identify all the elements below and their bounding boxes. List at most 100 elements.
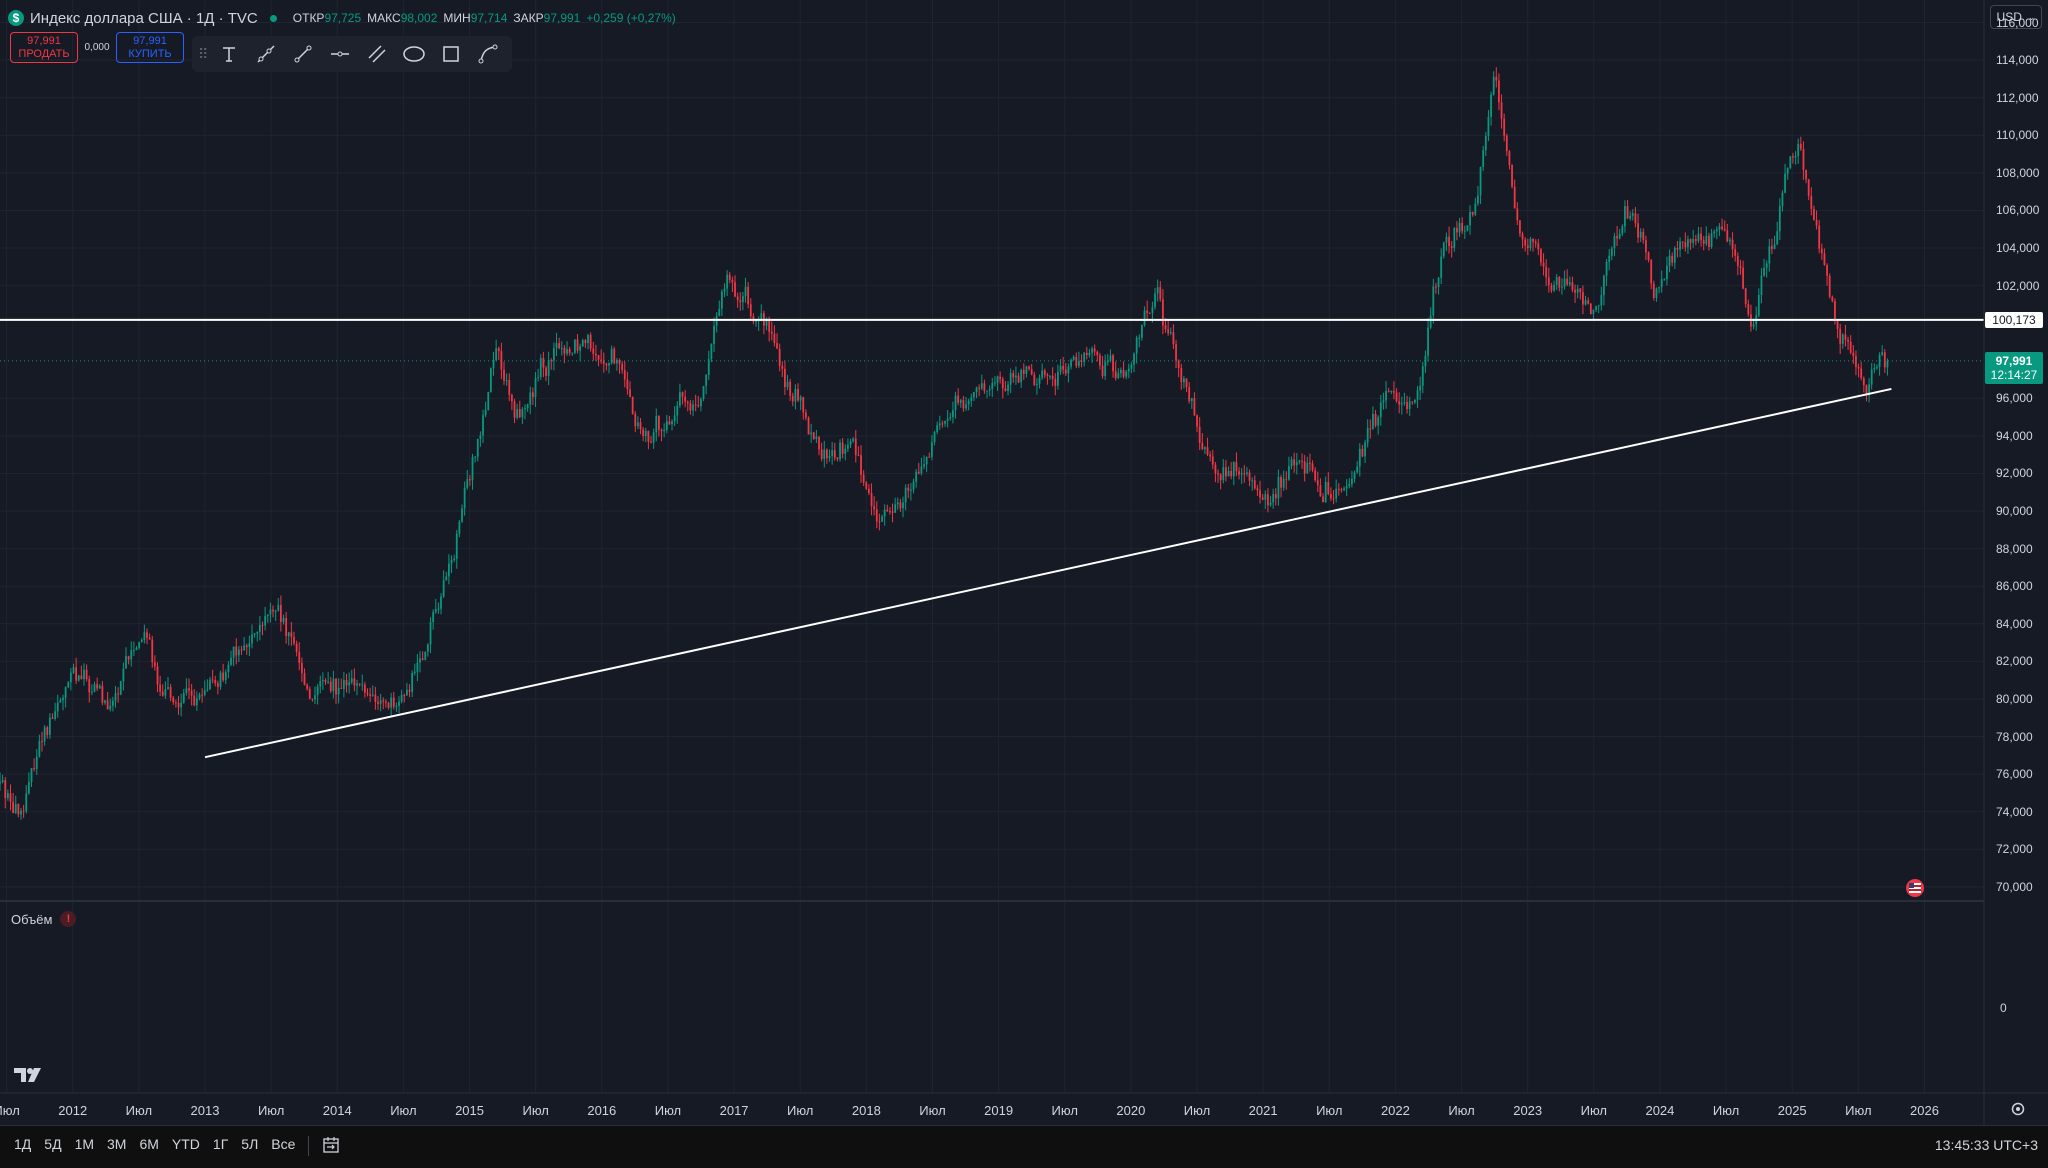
candle-body	[1043, 370, 1046, 375]
candle-body	[983, 383, 986, 391]
candle-body	[1256, 488, 1259, 491]
candle-body	[1629, 215, 1632, 219]
candle-body	[1744, 288, 1747, 305]
horizontal-ray-icon[interactable]	[324, 40, 356, 68]
time-tick-label: Июл	[257, 1103, 285, 1118]
price-tick-label: 94,000	[1996, 428, 2033, 443]
candle-body	[721, 291, 723, 309]
range-5d[interactable]: 5Д	[44, 1136, 62, 1152]
candle-body	[1314, 470, 1317, 481]
candle-body	[1813, 208, 1815, 221]
candle-body	[1337, 488, 1340, 490]
candle-body	[1878, 354, 1881, 368]
text-icon[interactable]	[213, 40, 245, 68]
candle-body	[405, 689, 408, 696]
candle-body	[256, 632, 259, 634]
candle-body	[1870, 369, 1873, 385]
candle-body	[936, 425, 939, 432]
candle-body	[1353, 472, 1356, 479]
range-6m[interactable]: 6М	[139, 1136, 159, 1152]
candle-body	[959, 400, 962, 403]
candle-body	[180, 702, 183, 708]
price-tick-label: 80,000	[1996, 691, 2033, 706]
settings-gear-icon[interactable]	[2010, 1101, 2026, 1117]
candle-body	[1277, 476, 1280, 499]
candle-body	[833, 450, 836, 458]
candle-body	[734, 282, 736, 297]
symbol-title[interactable]: Индекс доллара США · 1Д · TVC	[30, 9, 258, 27]
candle-body	[781, 365, 784, 369]
clock-timezone[interactable]: 13:45:33 UTC+3	[1934, 1137, 2038, 1153]
time-tick-label: Июл	[390, 1103, 417, 1118]
buy-button[interactable]: 97,991 КУПИТЬ	[116, 32, 184, 63]
rectangle-icon[interactable]	[435, 40, 467, 68]
warning-icon[interactable]: !	[60, 911, 77, 927]
path-icon[interactable]	[472, 40, 504, 68]
candle-body	[182, 693, 185, 703]
us-flag-event-icon[interactable]	[1906, 879, 1924, 897]
candle-body	[1088, 352, 1091, 356]
candle-body	[1424, 355, 1427, 367]
range-1m[interactable]: 1М	[74, 1136, 95, 1152]
range-5y[interactable]: 5Л	[241, 1136, 259, 1152]
range-1y[interactable]: 1Г	[212, 1136, 229, 1152]
tradingview-logo-icon[interactable]	[14, 1066, 46, 1084]
sell-button[interactable]: 97,991 ПРОДАТЬ	[10, 32, 78, 63]
time-tick-label: 2017	[719, 1103, 749, 1118]
candle-body	[1731, 239, 1734, 250]
price-tick-label: 88,000	[1996, 541, 2033, 556]
calendar-goto-icon[interactable]	[322, 1136, 340, 1156]
candle-body	[1694, 239, 1697, 241]
time-tick-label: Июл	[0, 1103, 20, 1118]
candle-body	[203, 690, 206, 695]
trend-line-icon[interactable]	[287, 40, 319, 68]
candle-body	[369, 694, 372, 696]
range-1d[interactable]: 1Д	[14, 1136, 32, 1152]
candle-body	[1789, 156, 1792, 169]
candle-body	[1327, 481, 1330, 495]
candle-body	[1167, 329, 1170, 334]
candle-body	[1141, 325, 1143, 338]
candle-body	[818, 436, 820, 450]
candle-body	[870, 493, 873, 507]
candle-body	[1582, 291, 1584, 305]
candle-body	[185, 688, 188, 694]
candle-body	[844, 448, 847, 454]
range-3m[interactable]: 3М	[107, 1136, 127, 1152]
open-label: ОТКР	[292, 11, 325, 25]
candle-body	[689, 403, 692, 411]
candle-body	[153, 662, 156, 667]
candle-body	[1868, 384, 1870, 396]
candle-body	[1526, 245, 1529, 249]
range-buttons: 1Д 5Д 1М 3М 6М YTD 1Г 5Л Все	[14, 1136, 340, 1156]
channel-icon[interactable]	[361, 40, 393, 68]
drawing-toolbar: ⠿	[192, 36, 512, 72]
ellipse-icon[interactable]	[398, 40, 430, 68]
candle-body	[400, 695, 403, 702]
candle-body	[1537, 243, 1540, 250]
candle-body	[878, 521, 881, 523]
candle-body	[1017, 375, 1020, 383]
candle-body	[1802, 149, 1805, 170]
currency-select[interactable]: USD ⌄	[1990, 5, 2042, 29]
candle-body	[1642, 231, 1645, 241]
ray-icon[interactable]	[250, 40, 282, 68]
candle-body	[1096, 351, 1099, 356]
candle-body	[1595, 306, 1597, 310]
drag-handle-icon[interactable]: ⠿	[198, 45, 209, 62]
candle-body	[1248, 472, 1251, 481]
candle-body	[403, 695, 406, 697]
range-ytd[interactable]: YTD	[171, 1136, 200, 1152]
range-all[interactable]: Все	[271, 1136, 296, 1152]
candle-body	[552, 348, 555, 361]
candle-body	[340, 687, 343, 689]
candle-body	[686, 401, 689, 404]
candle-body	[668, 421, 671, 425]
chevron-down-icon: ⌄	[2027, 11, 2036, 22]
candle-body	[41, 741, 43, 743]
candle-body	[1067, 366, 1070, 374]
volume-label[interactable]: Объём	[11, 911, 53, 927]
candle-body	[736, 296, 739, 301]
candle-body	[345, 680, 348, 686]
